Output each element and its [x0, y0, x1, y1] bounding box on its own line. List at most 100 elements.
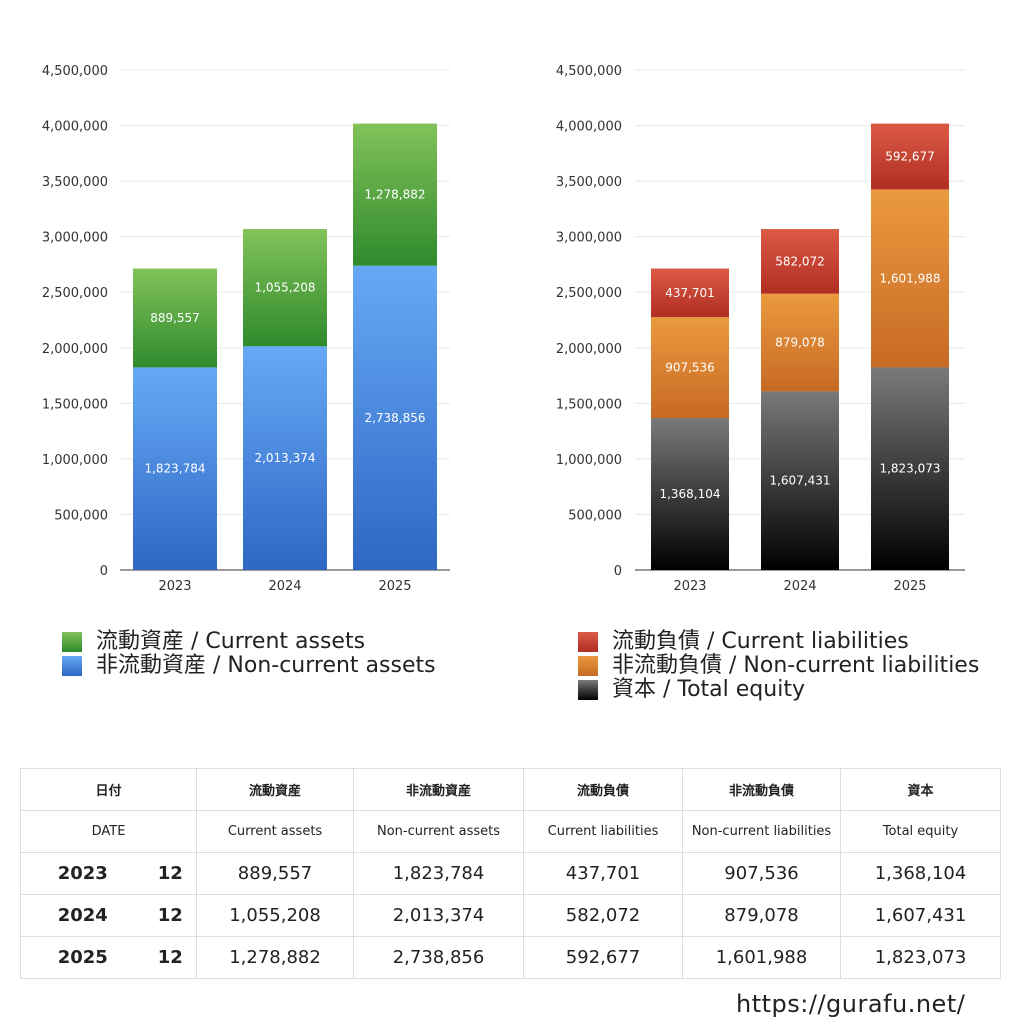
y-tick-label: 4,000,000	[556, 120, 622, 135]
y-tick-label: 0	[614, 564, 622, 579]
y-tick-label: 0	[100, 564, 108, 579]
cell-total-equity: 1,823,073	[840, 936, 1002, 979]
y-tick-label: 2,000,000	[556, 342, 622, 357]
y-tick-label: 1,500,000	[556, 397, 622, 412]
header-current-assets-en: Current assets	[196, 810, 355, 853]
cell-current-liabilities: 437,701	[523, 852, 684, 895]
legend-swatch	[578, 680, 598, 700]
y-tick-label: 3,000,000	[556, 231, 622, 246]
cell-non-current-assets: 2,013,374	[353, 894, 525, 937]
legend-entry: 流動資産 / Current assets	[62, 630, 436, 654]
legend-entry: 非流動資産 / Non-current assets	[62, 654, 436, 678]
y-tick-label: 3,500,000	[556, 175, 622, 190]
y-tick-label: 4,000,000	[42, 120, 108, 135]
y-tick-label: 1,500,000	[42, 397, 108, 412]
legend-label: 資本 / Total equity	[612, 677, 805, 702]
data-label: 1,823,073	[879, 462, 940, 476]
header-total-equity-en: Total equity	[840, 810, 1002, 853]
x-tick-label: 2024	[783, 579, 816, 594]
bar-segment	[871, 367, 949, 570]
cell-non-current-assets: 2,738,856	[353, 936, 525, 979]
header-non-current-assets-en: Non-current assets	[353, 810, 525, 853]
x-tick-label: 2025	[378, 579, 411, 594]
row-month: 12	[144, 936, 198, 979]
header-current-liabilities-en: Current liabilities	[523, 810, 684, 853]
data-table: 日付 流動資産 非流動資産 流動負債 非流動負債 資本 DATE Current…	[19, 768, 1002, 979]
row-year: 2025	[20, 936, 145, 979]
legend-entry: 非流動負債 / Non-current liabilities	[578, 654, 979, 678]
x-tick-label: 2025	[893, 579, 926, 594]
x-tick-label: 2023	[673, 579, 706, 594]
table-header-en: DATE Current assets Non-current assets C…	[19, 810, 1002, 853]
bar-segment	[243, 346, 327, 570]
bar-segment	[761, 391, 839, 570]
header-non-current-assets-jp: 非流動資産	[353, 768, 525, 811]
header-current-liabilities-jp: 流動負債	[523, 768, 684, 811]
bar-segment	[353, 123, 437, 266]
row-month: 12	[144, 852, 198, 895]
legend-label: 流動資産 / Current assets	[96, 629, 366, 654]
cell-non-current-assets: 1,823,784	[353, 852, 525, 895]
table-row: 2023 12 889,557 1,823,784 437,701 907,53…	[20, 852, 1002, 895]
table-header-jp: 日付 流動資産 非流動資産 流動負債 非流動負債 資本	[19, 768, 1002, 811]
row-month: 12	[144, 894, 198, 937]
header-total-equity-jp: 資本	[840, 768, 1002, 811]
bar-segment	[651, 268, 729, 318]
legend-label: 非流動負債 / Non-current liabilities	[612, 653, 980, 678]
y-tick-label: 500,000	[54, 508, 108, 523]
cell-total-equity: 1,607,431	[840, 894, 1002, 937]
data-label: 1,601,988	[879, 271, 940, 285]
cell-non-current-liabilities: 1,601,988	[682, 936, 842, 979]
y-tick-label: 1,000,000	[556, 453, 622, 468]
row-year: 2023	[20, 852, 145, 895]
bar-segment	[761, 229, 839, 294]
header-current-assets-jp: 流動資産	[196, 768, 355, 811]
legend-liabilities-equity: 流動負債 / Current liabilities 非流動負債 / Non-cu…	[578, 630, 979, 702]
legend-swatch	[62, 656, 82, 676]
y-tick-label: 500,000	[568, 508, 622, 523]
data-label: 907,536	[665, 361, 715, 375]
data-label: 582,072	[775, 254, 825, 268]
legend-label: 流動負債 / Current liabilities	[612, 629, 909, 654]
cell-non-current-liabilities: 879,078	[682, 894, 842, 937]
table-row: 2024 12 1,055,208 2,013,374 582,072 879,…	[20, 894, 1002, 937]
legend-entry: 資本 / Total equity	[578, 678, 979, 702]
bar-segment	[871, 189, 949, 368]
legend-swatch	[578, 656, 598, 676]
x-tick-label: 2023	[158, 579, 191, 594]
cell-non-current-liabilities: 907,536	[682, 852, 842, 895]
y-tick-label: 2,500,000	[42, 286, 108, 301]
bar-segment	[133, 268, 217, 368]
cell-current-assets: 1,278,882	[196, 936, 355, 979]
y-tick-label: 4,500,000	[556, 64, 622, 79]
header-non-current-liabilities-en: Non-current liabilities	[682, 810, 842, 853]
data-label: 1,055,208	[254, 281, 315, 295]
bar-segment	[651, 417, 729, 570]
row-year: 2024	[20, 894, 145, 937]
data-label: 1,368,104	[659, 487, 720, 501]
data-label: 2,013,374	[254, 451, 315, 465]
site-url-link[interactable]: https://gurafu.net/	[736, 990, 966, 1018]
legend-entry: 流動負債 / Current liabilities	[578, 630, 979, 654]
y-tick-label: 4,500,000	[42, 64, 108, 79]
data-label: 437,701	[665, 286, 715, 300]
data-label: 2,738,856	[364, 411, 425, 425]
table-row: 2025 12 1,278,882 2,738,856 592,677 1,60…	[20, 936, 1002, 979]
bar-segment	[243, 229, 327, 347]
y-tick-label: 1,000,000	[42, 453, 108, 468]
header-date-en: DATE	[19, 810, 198, 853]
header-non-current-liabilities-jp: 非流動負債	[682, 768, 842, 811]
charts-canvas: 0 500,000 1,000,000 1,500,000 2,000,000 2,500…	[42, 64, 965, 594]
y-tick-label: 2,000,000	[42, 342, 108, 357]
x-tick-label: 2024	[268, 579, 301, 594]
y-tick-label: 3,000,000	[42, 231, 108, 246]
bar-segment	[871, 123, 949, 190]
bar-segment	[133, 367, 217, 570]
legend-assets: 流動資産 / Current assets 非流動資産 / Non-current…	[62, 630, 436, 678]
data-label: 1,823,784	[144, 462, 205, 476]
legend-swatch	[578, 632, 598, 652]
cell-current-liabilities: 582,072	[523, 894, 684, 937]
cell-current-assets: 1,055,208	[196, 894, 355, 937]
y-tick-label: 2,500,000	[556, 286, 622, 301]
legend-label: 非流動資産 / Non-current assets	[96, 653, 436, 678]
